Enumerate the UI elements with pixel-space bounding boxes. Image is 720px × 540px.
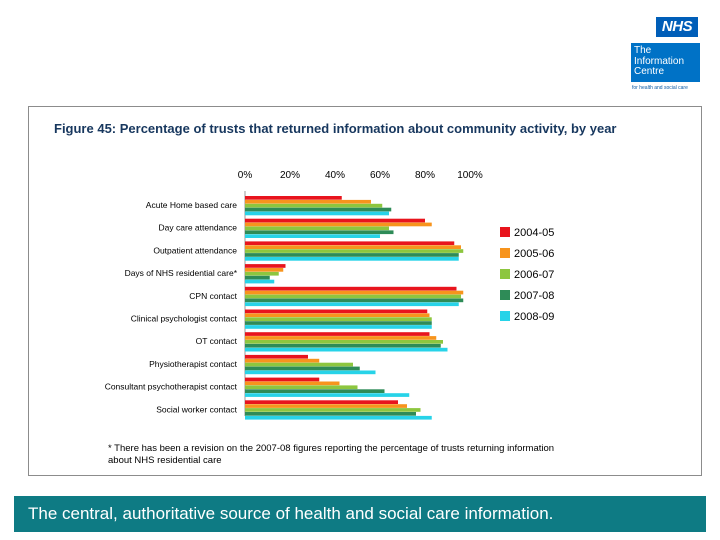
category-label: Day care attendance [159,223,238,233]
bar [245,211,389,216]
x-tick-label: 80% [415,170,435,181]
x-tick-label: 60% [370,170,390,181]
bar [245,207,392,212]
chart-title: Figure 45: Percentage of trusts that ret… [54,121,617,136]
information-centre-logo: The Information Centre [631,43,700,82]
bar [245,245,461,249]
legend-label: 2007-08 [514,290,554,302]
legend-swatch [500,311,510,321]
footnote-line-2: about NHS residential care [108,454,222,466]
legend-label: 2004-05 [514,227,554,239]
bar [245,203,383,208]
legend-swatch [500,227,510,237]
legend-swatch [500,269,510,279]
bar [245,264,286,268]
category-label: Acute Home based care [146,200,237,210]
bar [245,415,432,420]
bar [245,358,320,363]
bar [245,325,432,329]
footnote-line-1: * There has been a revision on the 2007-… [108,443,555,454]
bar [245,226,389,231]
legend-label: 2005-06 [514,248,554,260]
bar [245,290,464,295]
bar [245,249,464,253]
bar [245,253,459,257]
bar [245,385,358,390]
bar [245,354,308,359]
logo-line-2: Information [634,55,685,67]
bar [245,412,416,416]
category-label: CPN contact [189,291,237,301]
bar [245,381,340,386]
bar [245,279,275,284]
category-label: Outpatient attendance [153,245,237,255]
bar [245,309,428,314]
bar [245,218,425,223]
bar [245,222,432,227]
figure-frame [28,106,702,476]
category-label: Consultant psychotherapist contact [105,382,238,392]
legend-label: 2008-09 [514,311,554,323]
bar [245,321,432,325]
bar [245,343,441,348]
category-label: Days of NHS residential care* [125,268,238,278]
bar [245,275,270,280]
bar [245,389,385,393]
bar [245,336,437,340]
bar [245,234,380,238]
bar [245,298,464,303]
logo-line-1: The [634,45,652,56]
x-tick-label: 100% [457,170,483,181]
bar [245,230,394,235]
category-label: Social worker contact [156,404,237,414]
footer-banner: The central, authoritative source of hea… [14,496,706,532]
legend-swatch [500,290,510,300]
bar [245,366,360,371]
bar [245,408,421,412]
bar [245,370,376,375]
bar [245,271,279,276]
bar [245,347,448,352]
bar [245,393,410,397]
legend-label: 2006-07 [514,269,554,281]
bar [245,286,457,291]
logo-tagline: for health and social care [632,85,688,91]
bar [245,377,320,382]
bar [245,362,353,367]
bar [245,268,284,272]
bar [245,241,455,246]
logo-line-3: Centre [634,66,665,77]
bar [245,302,459,307]
bar [245,294,461,299]
x-tick-label: 0% [238,170,253,181]
x-tick-label: 40% [325,170,345,181]
legend-swatch [500,248,510,258]
bar [245,404,407,408]
bar [245,340,443,344]
bar [245,257,459,261]
nhs-logo: NHS [656,17,698,37]
bar [245,199,371,204]
chart-footnote: * There has been a revision on the 2007-… [108,443,648,466]
bar [245,317,432,321]
category-label: Physiotherapist contact [149,359,238,369]
x-tick-label: 20% [280,170,300,181]
bar [245,400,398,404]
bar [245,332,430,336]
category-label: OT contact [196,336,238,346]
category-label: Clinical psychologist contact [131,314,238,324]
bar [245,313,430,318]
bar [245,196,342,200]
